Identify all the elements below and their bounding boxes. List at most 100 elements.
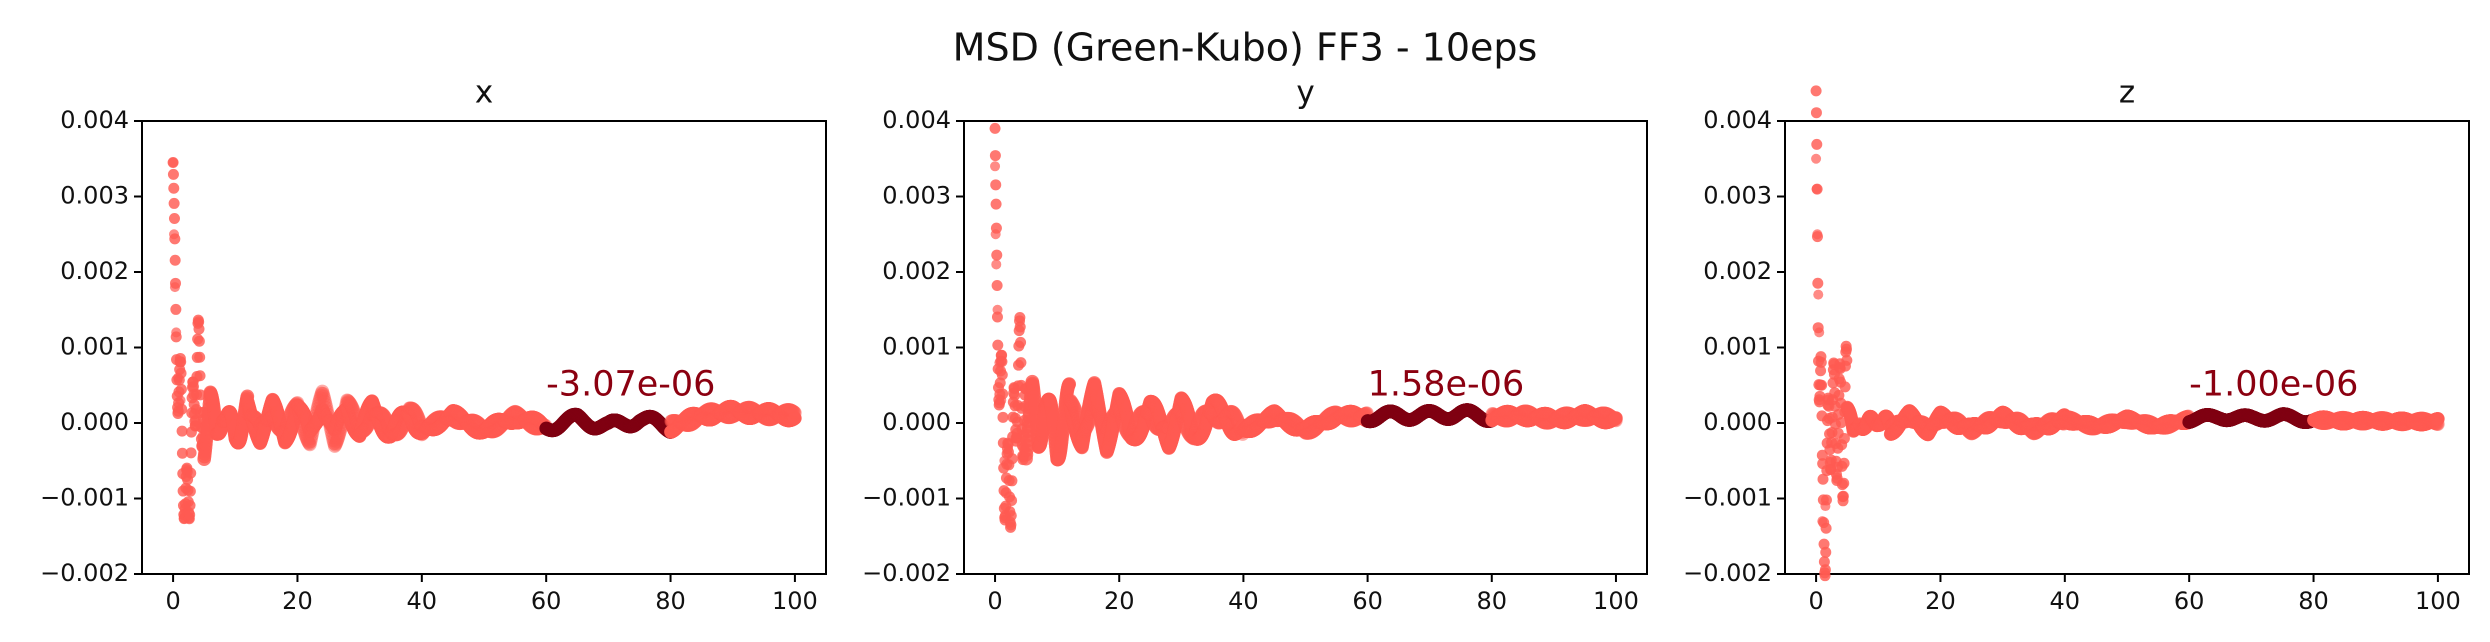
plot-panels: x −0.002 −0.001 0.000 0.001 0.002 0.003 0.004 0 2… [40,75,2470,615]
data-point [176,425,188,437]
x-tick-label: 80 [1476,587,1507,615]
spike-point [169,229,180,240]
x-tick-label: 20 [1104,587,1135,615]
spike-point [992,304,1003,315]
spike-point [996,395,1007,406]
plot-area-frame [963,120,1648,575]
y-tick-label: 0.001 [60,333,129,361]
y-tick-label: 0.002 [1703,257,1772,285]
data-point [1009,389,1021,401]
x-tick-label: 100 [772,587,818,615]
data-point [194,389,206,401]
x-tick-label: 40 [2050,587,2081,615]
data-point [194,370,206,382]
scatter-series [1810,85,2445,582]
figure-title: MSD (Green-Kubo) FF3 - 10eps [953,26,1538,70]
panel-title-y: y [1296,75,1314,111]
y-tick-label: −0.001 [40,484,129,512]
y-tick-label: 0.000 [1703,408,1772,436]
y-tick-label: 0.003 [882,182,951,210]
spike-point [991,259,1002,270]
data-point [991,249,1003,261]
x-tick-label: 40 [407,587,438,615]
x-tick-label: 60 [1352,587,1383,615]
data-point [1810,85,1822,97]
y-tick-label: 0.001 [1703,333,1772,361]
data-point [1015,336,1027,348]
y-tick-label: 0.004 [60,106,129,134]
data-point [989,122,1001,134]
data-point [1006,453,1018,465]
data-point [176,403,188,415]
data-point [996,369,1008,381]
y-tick-label: 0.004 [1703,106,1772,134]
data-point [194,351,206,363]
x-tick-label: 40 [1228,587,1259,615]
spike-point [999,455,1010,466]
data-point [170,303,182,315]
y-tick-label: 0.000 [882,408,951,436]
spike-point [168,157,179,168]
data-point [1819,564,1831,576]
data-point [184,485,196,497]
data-point [167,168,179,180]
spike-point [173,372,184,383]
value-annotation: -3.07e-06 [546,364,715,404]
plot-area-frame [1784,120,2470,575]
panel-title-z: z [2119,75,2135,111]
y-tick-label: 0.000 [60,408,129,436]
x-tick-label: 0 [165,587,180,615]
y-tick-label: 0.003 [60,182,129,210]
data-point [185,447,197,459]
y-tick-label: 0.001 [882,333,951,361]
x-tick-label: 80 [655,587,686,615]
y-tick-label: 0.002 [60,257,129,285]
spike-point [990,229,1001,240]
data-point [1005,510,1017,522]
data-point [992,339,1004,351]
data-point [168,213,180,225]
value-annotation: 1.58e-06 [1368,364,1525,404]
y-tick-label: −0.002 [1683,559,1772,587]
scatter-series [989,122,1623,533]
data-point [1015,357,1027,369]
data-point [168,182,180,194]
data-point [991,311,1003,323]
data-point [168,197,180,209]
data-point [788,405,802,420]
panel-title-x: x [475,75,493,111]
x-tick-label: 20 [1925,587,1956,615]
data-point [185,467,197,479]
data-point [1820,546,1832,558]
x-tick-label: 100 [2415,587,2461,615]
data-point [1609,413,1623,428]
data-point [991,279,1003,291]
scatter-series [167,157,802,525]
x-tick-label: 100 [1593,587,1639,615]
data-point [1005,519,1017,531]
data-point [1006,475,1018,487]
x-tick-label: 20 [282,587,313,615]
plot-area-frame [141,120,827,575]
data-point [990,179,1002,191]
x-tick-label: 80 [2298,587,2329,615]
y-tick-label: −0.002 [862,559,951,587]
data-point [1014,312,1026,324]
y-tick-label: 0.002 [882,257,951,285]
data-point [989,150,1001,162]
y-tick-label: 0.004 [882,106,951,134]
data-point [175,356,187,368]
data-point [184,499,196,511]
spike-point [175,395,186,406]
x-tick-label: 0 [1808,587,1823,615]
data-point [193,323,205,335]
x-tick-label: 60 [2174,587,2205,615]
data-point [1810,107,1822,119]
data-point [169,254,181,266]
spike-point [994,357,1005,368]
data-point [1006,494,1018,506]
